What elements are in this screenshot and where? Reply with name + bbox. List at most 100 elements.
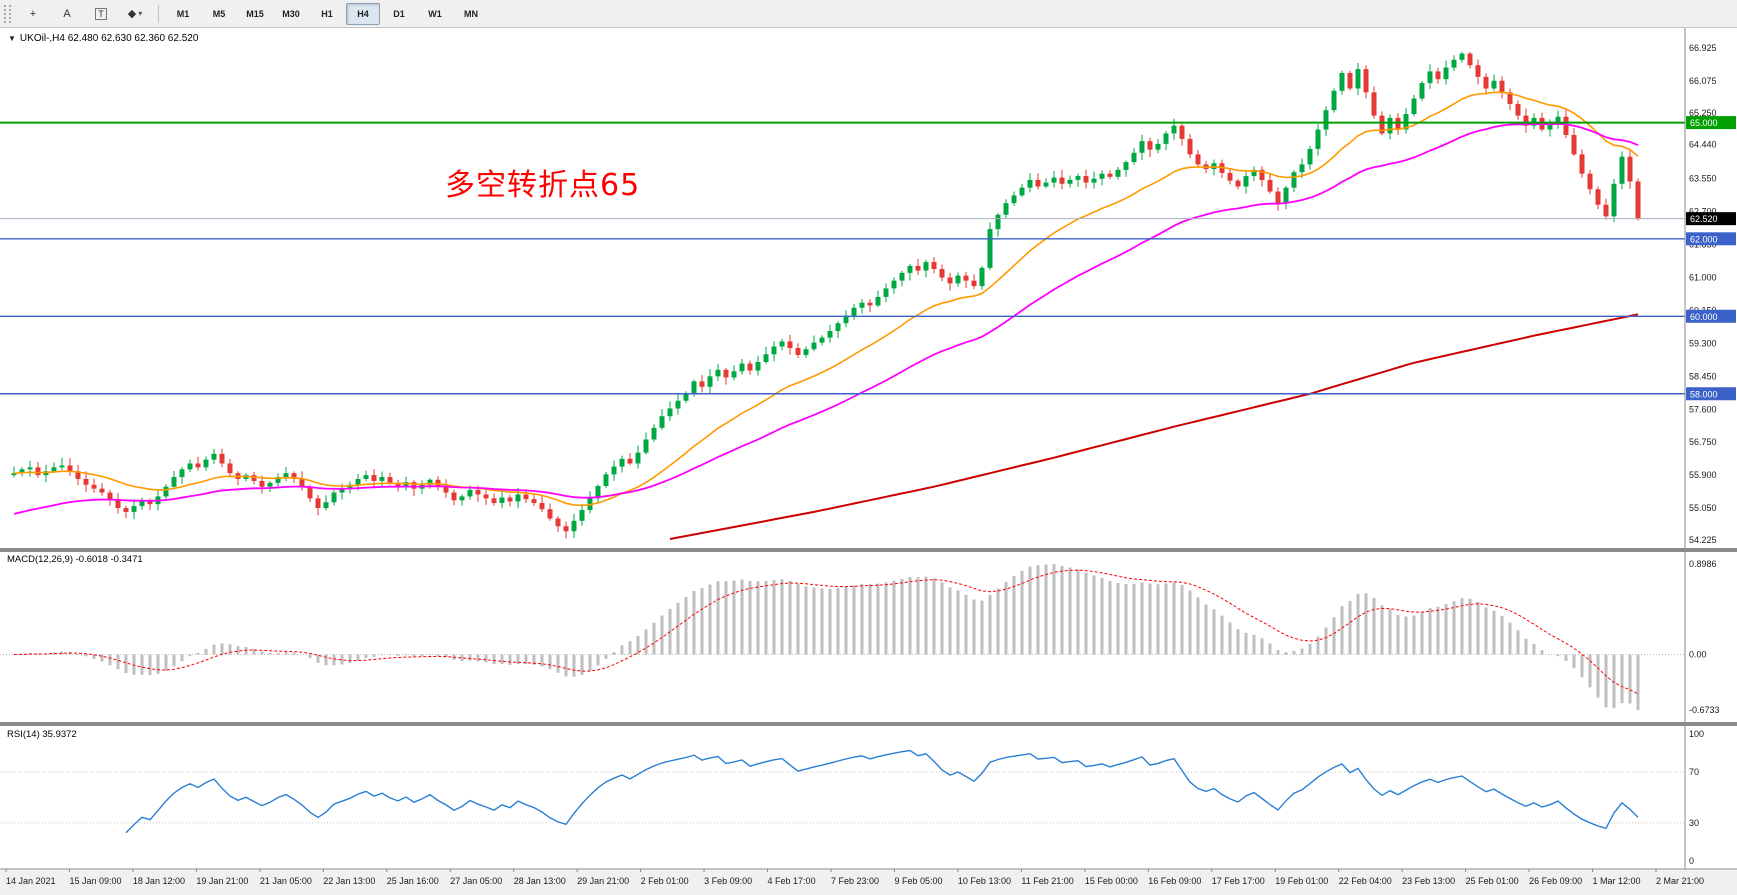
svg-text:55.050: 55.050 [1689,503,1717,513]
timeframe-w1-button[interactable]: W1 [428,8,442,19]
text-tool-button[interactable]: A [51,3,83,25]
macd-indicator-label: MACD(12,26,9) -0.6018 -0.3471 [7,554,143,565]
svg-text:4 Feb 17:00: 4 Feb 17:00 [768,876,816,886]
rsi-plot-area[interactable] [0,726,1685,869]
timeframe-h4-button[interactable]: H4 [346,2,380,25]
price-badge-60.000: 60.000 [1686,309,1736,323]
svg-text:19 Feb 01:00: 19 Feb 01:00 [1275,876,1328,886]
svg-text:56.750: 56.750 [1689,437,1717,447]
timeframe-h1-button[interactable]: H1 [321,8,333,19]
svg-text:62.700: 62.700 [1689,207,1717,217]
toolbar: + A T ◆ ▾ M1 M5 M15 M30 H1 H4 D1 W1 MN [0,0,1737,28]
svg-text:62.000: 62.000 [1690,234,1718,244]
toolbar-separator [158,4,159,23]
svg-text:18 Jan 12:00: 18 Jan 12:00 [133,876,185,886]
svg-text:65.000: 65.000 [1690,118,1718,128]
dropdown-caret-icon: ▾ [138,9,143,18]
svg-text:54.225: 54.225 [1689,535,1717,545]
svg-text:2 Mar 21:00: 2 Mar 21:00 [1656,876,1704,886]
price-badge-58.000: 58.000 [1686,387,1736,401]
text-tool-icon: A [63,7,71,20]
shapes-dropdown-button[interactable]: ◆ ▾ [119,3,151,25]
symbol-ohlc-text: UKOil-,H4 62.480 62.630 62.360 62.520 [19,33,199,44]
chart-canvas[interactable]: 66.92566.07565.25064.44063.55062.70061.8… [0,28,1737,895]
timeframe-m30-button[interactable]: M30 [282,8,300,19]
rsi-indicator-label: RSI(14) 35.9372 [7,729,77,740]
ma-mid-line [13,122,1639,515]
svg-text:63.550: 63.550 [1689,174,1717,184]
chart-symbol-title[interactable]: ▼ UKOil-,H4 62.480 62.630 62.360 62.520 [8,33,198,44]
svg-text:30: 30 [1689,818,1699,828]
ma-slow-line [669,313,1639,540]
macd-histogram [20,564,1640,710]
svg-text:15 Feb 00:00: 15 Feb 00:00 [1085,876,1138,886]
svg-text:62.520: 62.520 [1690,214,1718,224]
svg-text:29 Jan 21:00: 29 Jan 21:00 [577,876,629,886]
timeframe-m15-button[interactable]: M15 [246,8,264,19]
panel-separator[interactable] [0,722,1737,726]
rsi-line [125,749,1639,834]
svg-text:0: 0 [1689,856,1694,866]
collapse-triangle-icon[interactable]: ▼ [8,34,16,43]
svg-text:23 Feb 13:00: 23 Feb 13:00 [1402,876,1455,886]
main-plot-area[interactable] [0,28,1685,548]
svg-text:60.000: 60.000 [1690,312,1718,322]
svg-text:65.250: 65.250 [1689,108,1717,118]
svg-text:7 Feb 23:00: 7 Feb 23:00 [831,876,879,886]
price-badge-65.000: 65.000 [1686,116,1736,130]
time-axis-labels: 14 Jan 2021 15 Jan 09:00 18 Jan 12:00 19 Ja… [5,869,1704,886]
shapes-dropdown-icon: ◆ [127,8,137,20]
svg-text:61.000: 61.000 [1689,273,1717,283]
svg-text:26 Feb 09:00: 26 Feb 09:00 [1529,876,1582,886]
svg-text:17 Feb 17:00: 17 Feb 17:00 [1212,876,1265,886]
panel-separator[interactable] [0,548,1737,552]
svg-text:9 Feb 05:00: 9 Feb 05:00 [894,876,942,886]
svg-text:19 Jan 21:00: 19 Jan 21:00 [196,876,248,886]
svg-text:14 Jan 2021: 14 Jan 2021 [6,876,56,886]
text-label-tool-button[interactable]: T [85,3,117,25]
svg-text:66.925: 66.925 [1689,43,1717,53]
svg-text:58.000: 58.000 [1690,389,1718,399]
svg-text:70: 70 [1689,767,1699,777]
price-scale-labels: 66.92566.07565.25064.44063.55062.70061.8… [1689,43,1717,545]
svg-text:16 Feb 09:00: 16 Feb 09:00 [1148,876,1201,886]
ma-fast-line [13,91,1639,507]
crosshair-tool-button[interactable]: + [17,3,49,25]
time-scale[interactable] [0,870,1737,895]
timeframe-mn-button[interactable]: MN [464,8,478,19]
bid-price-badge: 62.520 [1686,212,1736,226]
svg-text:58.450: 58.450 [1689,371,1717,381]
svg-text:-0.6733: -0.6733 [1689,705,1720,715]
timeframe-m5-button[interactable]: M5 [212,8,226,19]
svg-text:22 Jan 13:00: 22 Jan 13:00 [323,876,375,886]
chart-annotation-text[interactable]: 多空转折点65 [445,168,641,203]
candlestick-series [11,51,1641,539]
svg-text:25 Jan 16:00: 25 Jan 16:00 [387,876,439,886]
svg-text:1 Mar 12:00: 1 Mar 12:00 [1593,876,1641,886]
macd-scale-labels: 0.8986 0.00 -0.6733 [1689,559,1720,715]
svg-text:25 Feb 01:00: 25 Feb 01:00 [1466,876,1519,886]
svg-text:21 Jan 05:00: 21 Jan 05:00 [260,876,312,886]
svg-text:10 Feb 13:00: 10 Feb 13:00 [958,876,1011,886]
svg-text:59.300: 59.300 [1689,338,1717,348]
rsi-scale-labels: 100 70 30 0 [1689,729,1704,866]
svg-text:100: 100 [1689,729,1704,739]
svg-text:0.8986: 0.8986 [1689,559,1717,569]
svg-text:28 Jan 13:00: 28 Jan 13:00 [514,876,566,886]
svg-text:66.075: 66.075 [1689,76,1717,86]
toolbar-drag-handle[interactable] [4,4,11,23]
svg-text:27 Jan 05:00: 27 Jan 05:00 [450,876,502,886]
drawing-tools-group: + A T ◆ ▾ [17,3,151,25]
svg-text:0.00: 0.00 [1689,650,1707,660]
timeframe-m1-button[interactable]: M1 [176,8,190,19]
svg-text:3 Feb 09:00: 3 Feb 09:00 [704,876,752,886]
svg-text:55.900: 55.900 [1689,470,1717,480]
timeframe-buttons-group: M1 M5 M15 M30 H1 H4 D1 W1 MN [166,2,488,25]
svg-text:64.440: 64.440 [1689,139,1717,149]
text-label-tool-icon: T [95,7,107,20]
macd-plot-area[interactable] [0,552,1685,722]
price-scale[interactable] [1685,28,1737,869]
timeframe-d1-button[interactable]: D1 [393,8,405,19]
macd-signal-line [13,569,1639,695]
